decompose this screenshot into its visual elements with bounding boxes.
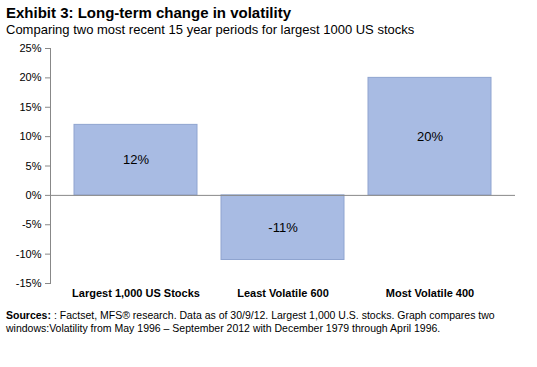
svg-text:15%: 15% [19, 101, 41, 113]
svg-text:-15%: -15% [16, 277, 42, 289]
svg-text:-5%: -5% [22, 218, 42, 230]
svg-text:-10%: -10% [16, 248, 42, 260]
svg-text:5%: 5% [26, 160, 42, 172]
svg-text:-11%: -11% [268, 220, 298, 235]
svg-text:25%: 25% [19, 42, 41, 54]
html-text:Exhibit 3: Long-term change in: Exhibit 3: Long-term change in volatilit… [6, 4, 291, 21]
svg-text:20%: 20% [19, 71, 41, 83]
svg-text:Largest 1,000 US Stocks: Largest 1,000 US Stocks [72, 287, 200, 299]
html-text:Sources: : Factset, MFS® resea: Sources: : Factset, MFS® research. Data … [6, 309, 495, 334]
svg-text:10%: 10% [19, 130, 41, 142]
svg-text:Least Volatile 600: Least Volatile 600 [237, 287, 329, 299]
html-text:Comparing two most recent 15 y: Comparing two most recent 15 year period… [6, 22, 415, 37]
svg-text:12%: 12% [123, 152, 149, 167]
svg-text:20%: 20% [417, 129, 443, 144]
svg-text:0%: 0% [26, 189, 42, 201]
svg-text:Most Volatile 400: Most Volatile 400 [386, 287, 474, 299]
